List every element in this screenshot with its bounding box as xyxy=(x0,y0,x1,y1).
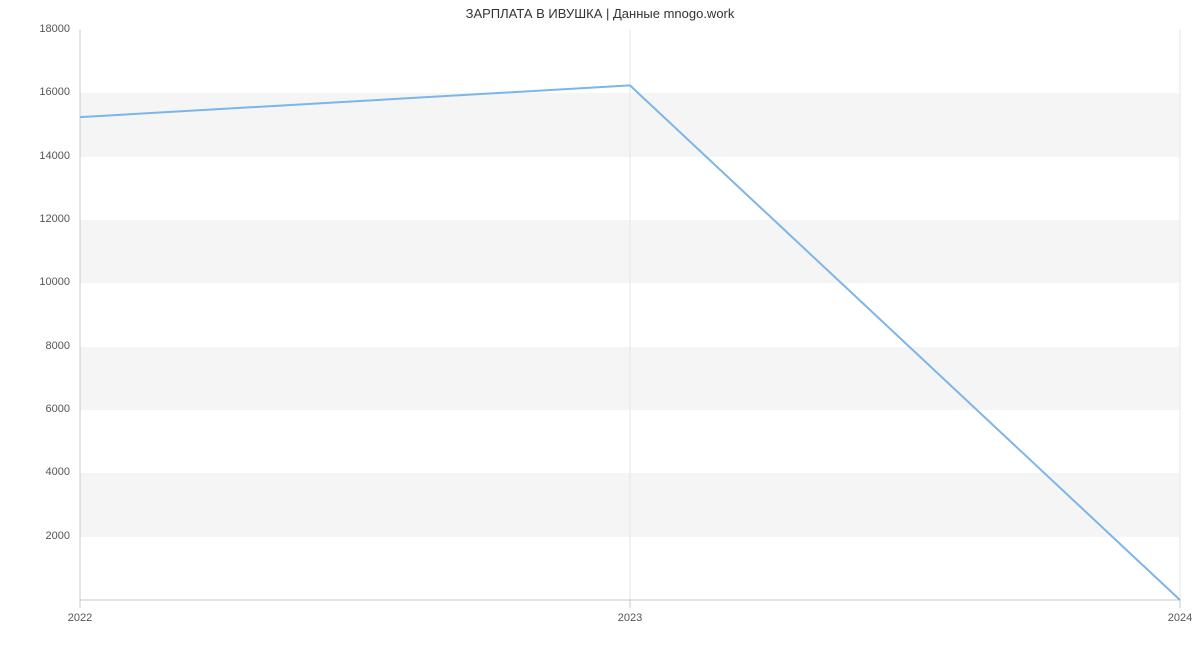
x-tick-label: 2022 xyxy=(50,612,110,624)
y-tick-label: 16000 xyxy=(0,86,70,98)
y-tick-label: 2000 xyxy=(0,530,70,542)
x-tick-label: 2024 xyxy=(1150,612,1200,624)
y-tick-label: 4000 xyxy=(0,466,70,478)
y-tick-label: 10000 xyxy=(0,276,70,288)
y-tick-label: 8000 xyxy=(0,340,70,352)
salary-line-chart: ЗАРПЛАТА В ИВУШКА | Данные mnogo.work 20… xyxy=(0,0,1200,650)
y-tick-label: 12000 xyxy=(0,213,70,225)
y-tick-label: 18000 xyxy=(0,23,70,35)
y-tick-label: 6000 xyxy=(0,403,70,415)
y-tick-label: 14000 xyxy=(0,150,70,162)
x-tick-label: 2023 xyxy=(600,612,660,624)
chart-title: ЗАРПЛАТА В ИВУШКА | Данные mnogo.work xyxy=(0,6,1200,21)
plot-area xyxy=(80,30,1180,600)
